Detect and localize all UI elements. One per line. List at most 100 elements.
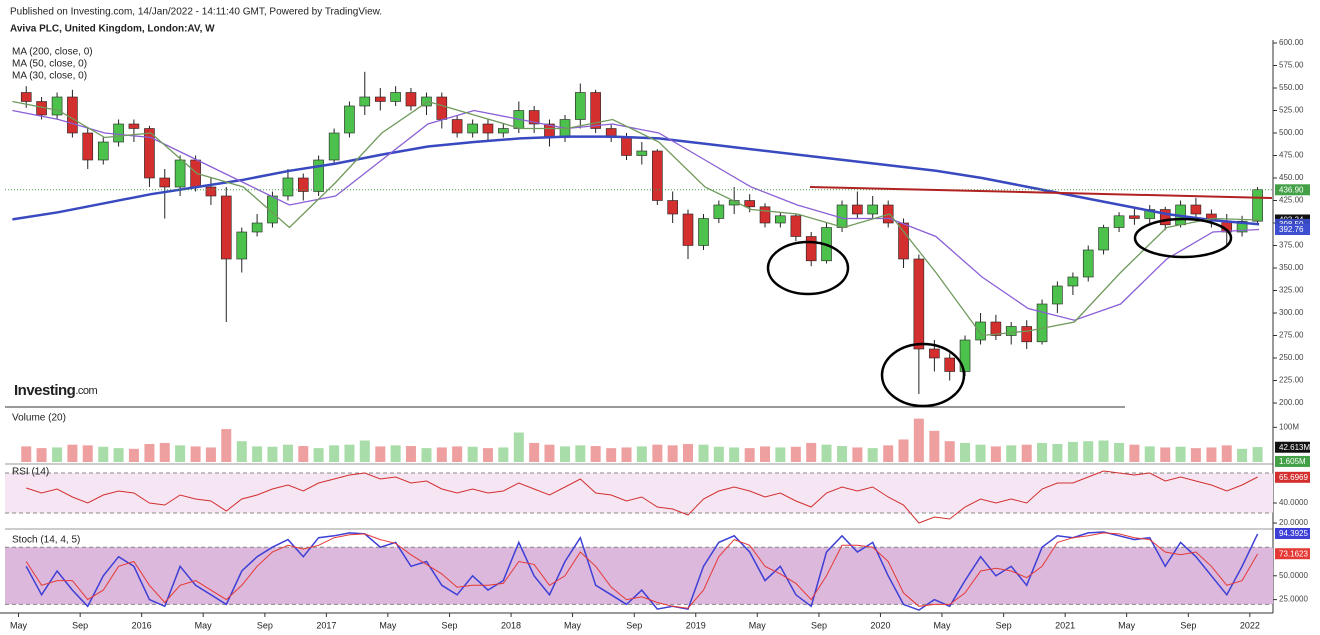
- volume-bar: [621, 447, 632, 462]
- volume-bar: [1006, 445, 1017, 462]
- value-badge: [1275, 184, 1310, 196]
- volume-bar: [1221, 445, 1232, 462]
- volume-bar: [1067, 441, 1078, 462]
- volume-bar: [760, 446, 771, 462]
- volume-bar: [883, 445, 894, 462]
- candle-body: [1067, 276, 1079, 287]
- candle-body: [1129, 215, 1140, 219]
- y-tick-label: 350.00: [1279, 263, 1304, 272]
- volume-bar: [1190, 448, 1201, 462]
- value-badge-label: 1.605M: [1279, 457, 1306, 466]
- x-tick-label: Sep: [257, 620, 273, 630]
- volume-bar: [282, 444, 293, 462]
- y-tick-label: 40.0000: [1279, 498, 1308, 507]
- volume-bar: [1114, 442, 1125, 462]
- candle-body: [1236, 220, 1248, 233]
- volume-bar: [52, 447, 63, 462]
- volume-bar: [960, 442, 971, 462]
- volume-bar: [698, 444, 709, 462]
- volume-bar: [1021, 444, 1032, 462]
- panel-title: Stoch (14, 4, 5): [12, 535, 80, 546]
- candle-body: [205, 186, 217, 197]
- x-tick-label: 2022: [1240, 620, 1260, 630]
- y-tick-label: 475.00: [1279, 151, 1304, 160]
- candle-body: [113, 123, 124, 143]
- candle-body: [959, 339, 971, 372]
- y-tick-label: 225.00: [1279, 376, 1304, 385]
- candle-body: [713, 204, 725, 219]
- value-badge-label: 436.90: [1279, 185, 1304, 194]
- volume-bar: [467, 446, 478, 462]
- volume-bar: [436, 447, 447, 462]
- y-tick-label: 25.0000: [1279, 595, 1308, 604]
- y-tick-label: 600.00: [1279, 38, 1304, 47]
- volume-bar: [267, 446, 278, 462]
- candle-body: [590, 92, 601, 129]
- candle-body: [667, 200, 678, 215]
- candle-body: [67, 96, 78, 134]
- volume-bar: [1252, 447, 1263, 462]
- candle-body: [297, 177, 309, 192]
- rsi-line: [26, 470, 1258, 524]
- volume-bar: [790, 446, 801, 462]
- candle-body: [421, 96, 432, 107]
- volume-bar: [113, 448, 124, 462]
- candle-body: [990, 321, 1002, 336]
- volume-bar: [590, 446, 601, 462]
- legend-entry: MA (30, close, 0): [12, 71, 87, 82]
- candle-body: [482, 123, 494, 134]
- volume-bar: [806, 442, 817, 462]
- candle-body: [1052, 285, 1063, 305]
- legend-entry: MA (50, close, 0): [12, 59, 87, 70]
- candle-body: [498, 128, 509, 134]
- y-tick-label: 100M: [1279, 422, 1299, 431]
- volume-bar: [1052, 443, 1063, 462]
- candle-body: [82, 132, 94, 161]
- value-badge: [1275, 548, 1310, 560]
- volume-bar: [67, 444, 78, 462]
- volume-bar: [1037, 442, 1048, 462]
- volume-bar: [821, 444, 832, 462]
- x-tick-label: Sep: [1180, 620, 1196, 630]
- y-tick-label: 50.0000: [1279, 571, 1308, 580]
- volume-bar: [175, 445, 186, 462]
- y-tick-label: 450.00: [1279, 173, 1304, 182]
- y-tick-label: 250.00: [1279, 353, 1304, 362]
- x-tick-label: May: [749, 620, 767, 630]
- trend-line: [809, 186, 1273, 199]
- stoch-line: [25, 531, 1259, 611]
- candle-body: [390, 92, 401, 102]
- moving-average-line: [12, 109, 1260, 321]
- candle-body: [328, 132, 340, 161]
- candle-body: [775, 215, 786, 224]
- volume-bar: [667, 445, 678, 462]
- stoch-band: [5, 547, 1273, 605]
- volume-bar: [775, 447, 786, 462]
- candle-body: [467, 123, 478, 134]
- x-tick-label: May: [10, 620, 28, 630]
- y-tick-label: 425.00: [1279, 196, 1304, 205]
- volume-bar: [559, 446, 570, 462]
- candle-body: [1036, 303, 1048, 343]
- volume-bar: [913, 418, 924, 462]
- volume-bar: [898, 439, 909, 462]
- volume-bar: [375, 446, 386, 462]
- candle-body: [282, 177, 294, 197]
- volume-bar: [729, 447, 740, 462]
- volume-bar: [313, 448, 324, 462]
- volume-bar: [1083, 441, 1094, 462]
- candle-body: [929, 348, 940, 359]
- highlight-ellipse: [1133, 217, 1233, 259]
- candle-body: [174, 159, 186, 188]
- candle-body: [1005, 326, 1017, 336]
- y-tick-label: 275.00: [1279, 331, 1304, 340]
- candle-body: [251, 222, 263, 233]
- x-tick-label: Sep: [72, 620, 88, 630]
- candle-body: [1159, 209, 1171, 226]
- candle-body: [436, 96, 448, 120]
- volume-bar: [852, 447, 863, 462]
- value-badge: [1275, 224, 1310, 236]
- volume-bar: [452, 446, 463, 462]
- moving-average-line: [12, 135, 1260, 226]
- candle-body: [805, 236, 817, 262]
